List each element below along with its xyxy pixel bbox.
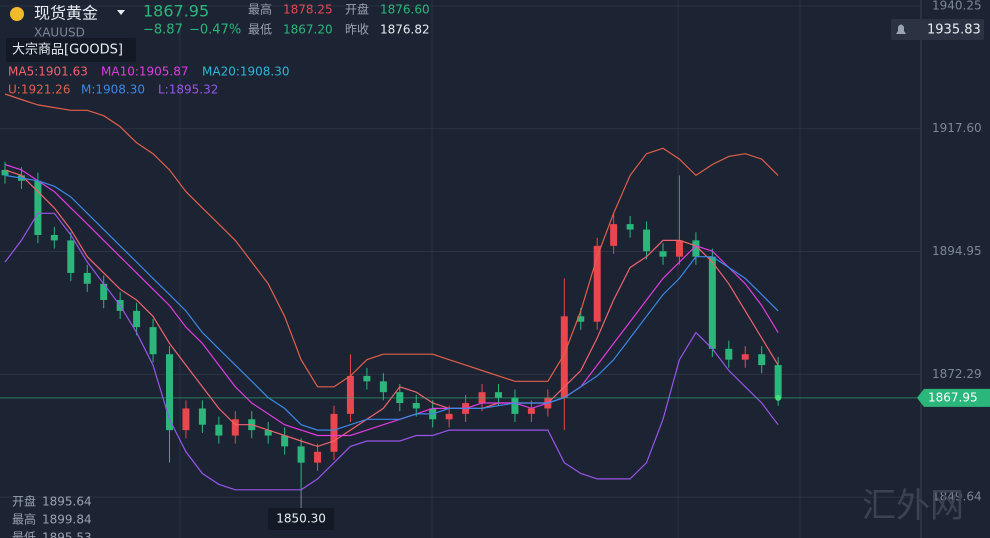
min-box xyxy=(268,508,335,530)
last-price-box xyxy=(917,388,990,407)
legend-entry: L:1895.32 xyxy=(158,83,218,97)
candle-body xyxy=(379,381,387,393)
candle-body xyxy=(511,397,519,414)
footer-label: 开盘 xyxy=(12,494,36,509)
value: 1878.25 xyxy=(283,3,333,17)
legend-entry: M:1908.30 xyxy=(81,83,145,97)
candle-body xyxy=(83,272,91,284)
candle-body xyxy=(1,169,9,176)
indicator-line xyxy=(4,174,779,431)
candle-body xyxy=(264,430,272,436)
candle-body xyxy=(560,316,568,398)
candle-body xyxy=(610,224,618,246)
category: 大宗商品[GOODS] xyxy=(12,42,123,58)
vertical-grid xyxy=(179,0,922,538)
candle-body xyxy=(149,327,157,355)
price: 1867.95 xyxy=(143,2,209,21)
label: 开盘 xyxy=(345,2,369,17)
y-tick-label: 1940.25 xyxy=(932,0,982,12)
candle-body xyxy=(133,310,141,328)
footer-value: 1895.53 xyxy=(42,531,92,538)
legend-entry: MA5:1901.63 xyxy=(8,65,88,79)
y-tick-label: 1917.60 xyxy=(932,121,982,135)
candle-body xyxy=(643,229,651,252)
candle-body xyxy=(708,256,716,349)
candle-body xyxy=(297,446,305,463)
change-pct: −0.47% xyxy=(189,23,241,38)
candle-body xyxy=(527,408,535,414)
instrument-code: XAUUSD xyxy=(34,26,85,40)
bell-icon[interactable] xyxy=(896,24,906,35)
label: 最高 xyxy=(248,2,272,17)
candle-body xyxy=(412,403,420,409)
indicator-line xyxy=(4,163,779,437)
indicator-line xyxy=(4,93,779,388)
last-price-dot xyxy=(775,394,782,401)
candle-body xyxy=(34,180,42,235)
candle-body xyxy=(100,283,108,301)
change: −8.87 xyxy=(143,23,183,38)
candle-body xyxy=(692,240,700,257)
candle-body xyxy=(215,424,223,436)
legend-entry: MA10:1905.87 xyxy=(101,65,189,79)
candle-body xyxy=(774,365,782,398)
footer-value: 1895.64 xyxy=(42,495,92,509)
legend-entry: MA20:1908.30 xyxy=(202,65,290,79)
min-label: 1850.30 xyxy=(276,512,326,526)
candle-body xyxy=(231,419,239,436)
footer-label: 最低 xyxy=(12,531,36,538)
value: 1876.82 xyxy=(380,23,430,37)
candle-body xyxy=(166,354,173,431)
candle-body xyxy=(314,451,322,463)
candle-body xyxy=(593,245,601,322)
footer-value: 1899.84 xyxy=(42,513,92,527)
candle-body xyxy=(445,413,453,420)
candle-body xyxy=(346,375,354,414)
y-tick-label: 1849.64 xyxy=(932,490,982,504)
coin-icon xyxy=(10,7,24,21)
candle-body xyxy=(741,354,749,360)
footer-label: 最高 xyxy=(12,512,36,527)
candle-body xyxy=(67,240,75,273)
y-tick-label: 1894.95 xyxy=(932,244,982,258)
alert-box[interactable] xyxy=(891,19,984,40)
last-price-label: 1867.95 xyxy=(928,390,978,404)
candle-body xyxy=(363,375,371,382)
value: 1876.60 xyxy=(380,3,430,17)
y-tick-label: 1872.29 xyxy=(932,367,982,381)
candle-body xyxy=(50,234,58,241)
candle-body xyxy=(182,408,190,431)
label: 昨收 xyxy=(345,23,369,37)
candle-body xyxy=(758,354,766,366)
label: 最低 xyxy=(248,23,272,37)
value: 1867.20 xyxy=(283,23,333,37)
legend-entry: U:1921.26 xyxy=(8,83,70,97)
candle-body xyxy=(675,240,683,257)
candle-body xyxy=(495,392,502,398)
candle-body xyxy=(626,224,634,230)
alert-price: 1935.83 xyxy=(927,23,981,38)
dropdown-arrow[interactable] xyxy=(117,10,125,15)
candle-body xyxy=(725,348,733,360)
candle-body xyxy=(198,408,206,425)
tooltip-box xyxy=(6,38,136,62)
candle-body xyxy=(330,413,338,452)
instrument-name[interactable]: 现货黄金 xyxy=(34,4,98,23)
watermark: 汇外网 xyxy=(862,486,964,526)
indicator-line xyxy=(4,212,779,491)
candle-body xyxy=(577,316,585,322)
candle-body xyxy=(659,251,667,257)
candle-body xyxy=(281,435,289,447)
